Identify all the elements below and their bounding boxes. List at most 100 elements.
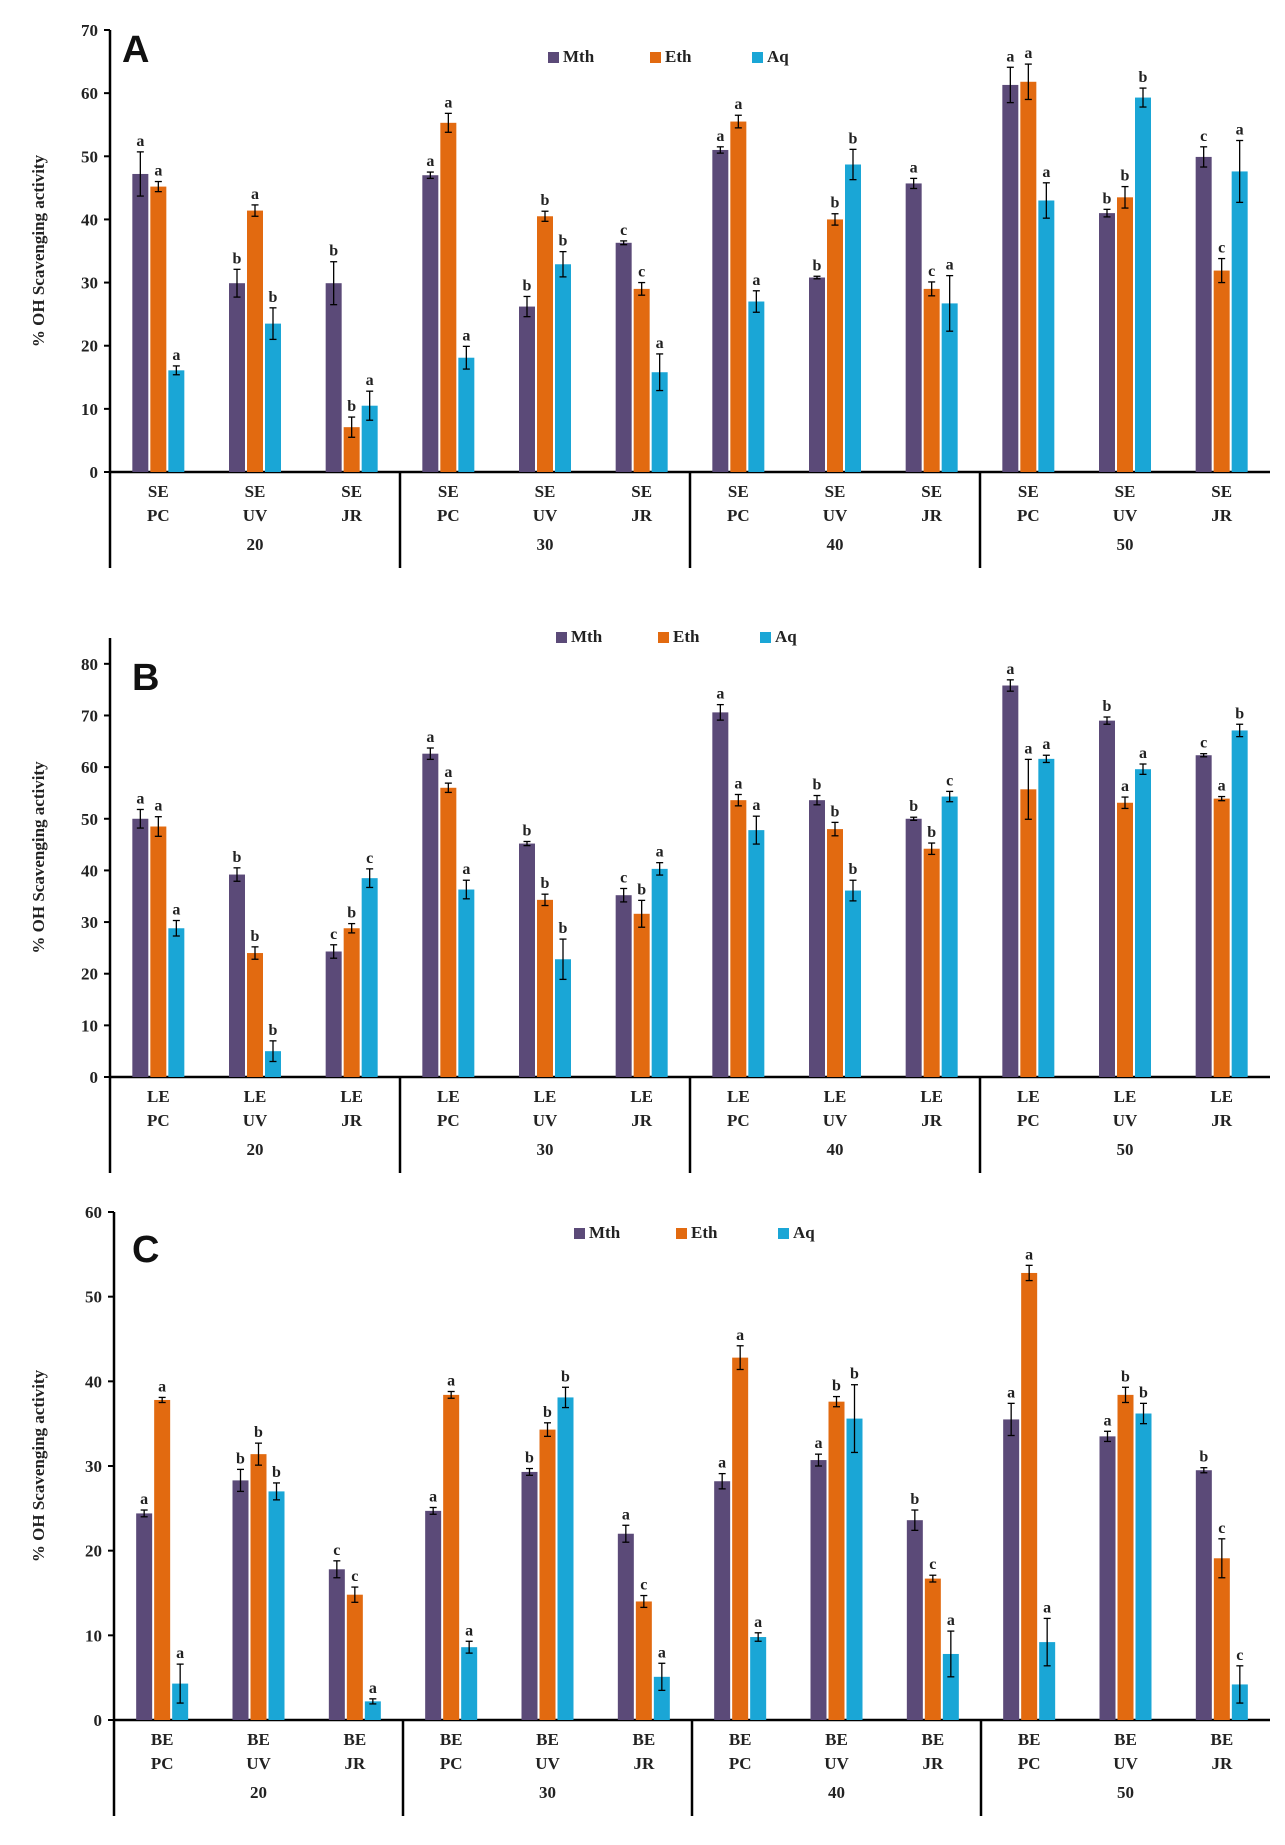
significance-label: a [1024,45,1032,62]
category-label-line2: UV [824,1754,849,1773]
category-label-line1: BE [1210,1730,1233,1749]
bar-mth [1195,755,1212,1077]
panel-label: B [132,657,159,699]
bar-aq [651,868,668,1077]
group-label: 20 [247,1140,264,1159]
category-label-line1: LE [824,1087,847,1106]
significance-label: a [736,1327,744,1344]
bar-mth [1195,1470,1212,1720]
y-tick-label: 50 [81,810,98,829]
bar-eth [827,219,843,472]
bar-eth [730,800,747,1077]
category-label-line2: UV [243,1111,268,1130]
category-label-line1: BE [343,1730,366,1749]
legend-label-eth: Eth [691,1223,718,1242]
category-label-line2: JR [631,506,653,525]
category-label-line1: SE [1211,482,1232,501]
group-label: 40 [828,1783,845,1802]
category-label-line1: SE [245,482,266,501]
category-label-line1: SE [535,482,556,501]
y-tick-label: 30 [81,913,98,932]
bar-eth [1213,798,1230,1077]
legend-swatch-mth [574,1228,585,1239]
category-label-line2: JR [633,1754,655,1773]
category-label-line1: BE [632,1730,655,1749]
bar-mth [232,1480,249,1720]
significance-label: a [752,797,760,814]
legend-swatch-aq [752,52,763,63]
category-label-line1: LE [147,1087,170,1106]
significance-label: a [251,186,259,203]
category-label-line1: SE [825,482,846,501]
significance-label: a [426,153,434,170]
category-label-line2: PC [729,1754,752,1773]
category-label-line1: LE [1210,1087,1233,1106]
y-tick-label: 30 [81,274,98,293]
significance-label: c [1236,1647,1243,1664]
category-label-line1: SE [728,482,749,501]
category-label-line1: BE [536,1730,559,1749]
bar-eth [247,953,263,1077]
chart-panel-a: 0 10 20 30 40 50 60 70 % OH Scavenging activity A… [29,21,1270,568]
significance-label: a [172,347,180,364]
category-label-line2: PC [437,506,460,525]
significance-label: a [154,163,162,180]
group-label: 30 [539,1783,556,1802]
y-tick-label: 30 [85,1457,102,1476]
bar-eth [443,1394,460,1720]
significance-label: b [236,1450,245,1467]
group-label: 30 [537,535,554,554]
bar-eth [1117,197,1133,473]
y-tick-label: 20 [81,965,98,984]
bar-aq [750,1637,767,1720]
significance-label: c [333,1542,340,1559]
category-label-line2: PC [1017,506,1040,525]
category-label-line2: JR [921,506,943,525]
bar-aq [941,796,958,1077]
bar-mth [328,1569,345,1720]
bar-eth [828,1401,845,1720]
significance-label: b [1199,1449,1208,1466]
significance-label: a [1006,661,1014,678]
bar-mth [905,183,922,473]
significance-label: a [444,94,452,111]
significance-label: a [462,861,470,878]
significance-label: a [656,335,664,352]
category-label-line1: SE [1115,482,1136,501]
significance-label: b [559,920,568,937]
significance-label: b [927,824,936,841]
significance-label: b [813,777,822,794]
bar-mth [325,951,342,1077]
bar-mth [136,1513,153,1720]
significance-label: b [561,1368,570,1385]
category-label-line2: UV [823,1111,848,1130]
legend-label-aq: Aq [793,1223,815,1242]
significance-label: a [815,1435,823,1452]
bar-aq [653,1676,670,1720]
significance-label: a [1042,164,1050,181]
legend-swatch-aq [760,632,771,643]
category-label-line2: PC [440,1754,463,1773]
bar-eth [1020,81,1037,472]
bar-mth [1003,1419,1020,1720]
y-axis-label: % OH Scavenging activity [29,761,48,954]
category-label-line1: BE [151,1730,174,1749]
bar-mth [712,712,729,1077]
significance-label: a [1121,778,1129,795]
category-label-line2: UV [246,1754,271,1773]
category-label-line1: LE [340,1087,363,1106]
significance-label: b [831,803,840,820]
bar-aq [1038,758,1055,1077]
y-tick-label: 40 [81,210,98,229]
legend-swatch-mth [556,632,567,643]
category-label-line1: BE [247,1730,270,1749]
category-label-line2: PC [1017,1111,1040,1130]
bar-aq [361,878,378,1077]
bar-aq [265,1051,281,1077]
bar-aq [1039,1642,1056,1720]
bar-eth [1213,1558,1230,1720]
bar-eth [730,121,747,473]
significance-label: a [158,1378,166,1395]
panel-label: A [122,29,149,71]
